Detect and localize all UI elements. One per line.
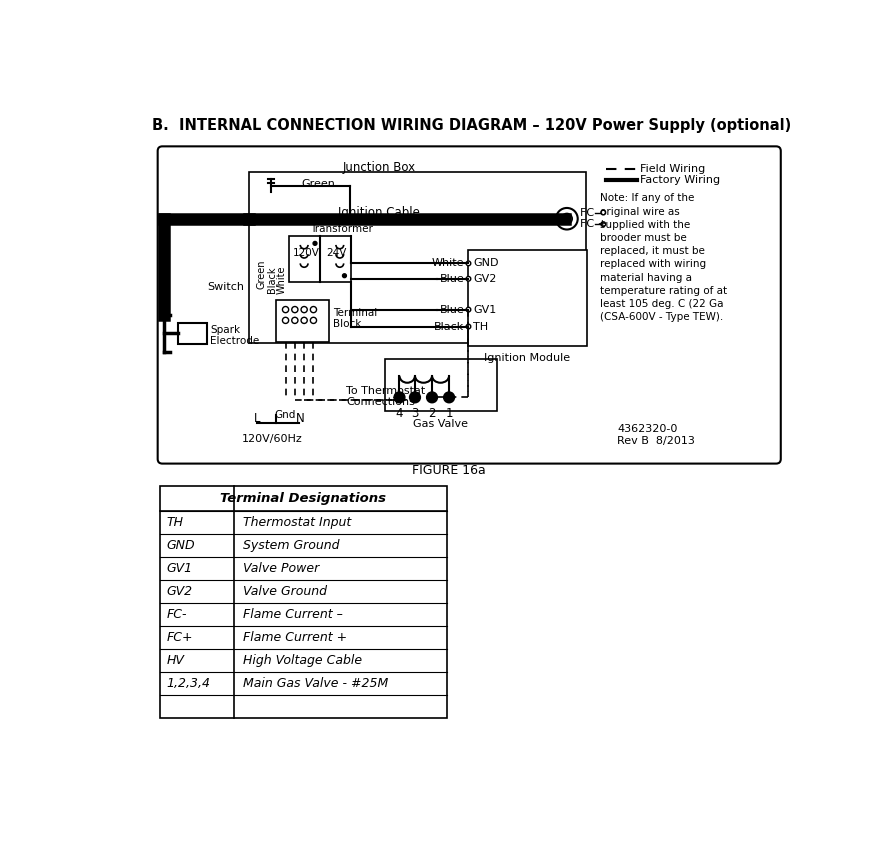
Bar: [468, 250, 587, 346]
Text: 2: 2: [428, 407, 436, 420]
Text: Ignition Module: Ignition Module: [484, 353, 570, 363]
Text: Green: Green: [302, 179, 336, 189]
Text: Blue: Blue: [440, 304, 465, 315]
Text: 24V: 24V: [326, 247, 346, 257]
Text: Blue: Blue: [440, 274, 465, 283]
Text: GV2: GV2: [167, 584, 192, 598]
Text: Thermostat Input: Thermostat Input: [243, 516, 351, 529]
Circle shape: [466, 325, 471, 329]
Text: FIGURE 16a: FIGURE 16a: [412, 464, 486, 478]
Text: Black: Black: [267, 267, 277, 293]
Circle shape: [561, 214, 573, 224]
Text: Field Wiring: Field Wiring: [639, 164, 705, 174]
Text: System Ground: System Ground: [243, 539, 339, 552]
Text: L: L: [253, 411, 260, 425]
Text: High Voltage Cable: High Voltage Cable: [243, 654, 362, 667]
Text: Valve Power: Valve Power: [243, 562, 319, 574]
Text: Flame Current –: Flame Current –: [243, 608, 343, 621]
Circle shape: [466, 261, 471, 266]
Circle shape: [301, 317, 307, 324]
Text: Spark: Spark: [210, 325, 240, 336]
Text: 120V/60Hz: 120V/60Hz: [242, 434, 303, 443]
Circle shape: [313, 241, 317, 246]
Text: Switch: Switch: [208, 283, 245, 293]
Text: 3: 3: [411, 407, 418, 420]
Text: Terminal: Terminal: [333, 309, 377, 319]
Text: FC +: FC +: [580, 220, 607, 229]
Circle shape: [310, 306, 317, 313]
Text: FC -: FC -: [580, 208, 602, 218]
Circle shape: [292, 306, 298, 313]
Text: White: White: [276, 265, 287, 294]
Text: Black: Black: [434, 321, 465, 331]
Bar: [289, 235, 351, 282]
Text: B.  INTERNAL CONNECTION WIRING DIAGRAM – 120V Power Supply (optional): B. INTERNAL CONNECTION WIRING DIAGRAM – …: [153, 118, 792, 133]
Circle shape: [466, 277, 471, 281]
Circle shape: [426, 392, 438, 403]
Text: Valve Ground: Valve Ground: [243, 584, 327, 598]
Text: Junction Box: Junction Box: [343, 161, 416, 174]
Text: Flame Current +: Flame Current +: [243, 631, 347, 644]
Circle shape: [310, 317, 317, 324]
Text: Gnd: Gnd: [274, 410, 296, 420]
Bar: [178, 323, 207, 344]
Circle shape: [556, 208, 578, 230]
Circle shape: [601, 210, 606, 215]
Text: White: White: [432, 258, 465, 268]
Bar: [385, 359, 497, 411]
Text: 4362320-0
Rev B  8/2013: 4362320-0 Rev B 8/2013: [617, 424, 695, 446]
Bar: [160, 486, 446, 718]
Circle shape: [343, 274, 346, 278]
Circle shape: [282, 317, 289, 324]
Circle shape: [601, 222, 606, 226]
Text: Transformer: Transformer: [310, 224, 373, 234]
Text: GV1: GV1: [473, 304, 496, 315]
Text: FC+: FC+: [167, 631, 193, 644]
Text: Factory Wiring: Factory Wiring: [639, 175, 720, 185]
Text: GND: GND: [167, 539, 195, 552]
Text: GND: GND: [473, 258, 499, 268]
Circle shape: [466, 307, 471, 312]
Text: 120V: 120V: [293, 247, 320, 257]
Text: HV: HV: [167, 654, 184, 667]
Text: Main Gas Valve - #25M: Main Gas Valve - #25M: [243, 677, 389, 690]
Text: Terminal Designations: Terminal Designations: [220, 492, 387, 505]
Text: Note: If any of the
original wire as
supplied with the
brooder must be
replaced,: Note: If any of the original wire as sup…: [600, 193, 727, 322]
Circle shape: [282, 306, 289, 313]
Text: Block: Block: [333, 320, 361, 329]
Bar: [249, 172, 586, 342]
Text: Electrode: Electrode: [210, 336, 260, 346]
Text: Ignition Cable: Ignition Cable: [339, 206, 420, 220]
Text: GV2: GV2: [473, 274, 496, 283]
Circle shape: [410, 392, 420, 403]
Text: Gas Valve: Gas Valve: [413, 419, 468, 429]
FancyBboxPatch shape: [158, 146, 781, 463]
Text: 4: 4: [396, 407, 403, 420]
Circle shape: [292, 317, 298, 324]
Text: 1: 1: [446, 407, 453, 420]
Text: TH: TH: [167, 516, 183, 529]
Text: Green: Green: [257, 259, 267, 289]
Text: TH: TH: [473, 321, 488, 331]
Text: 1,2,3,4: 1,2,3,4: [167, 677, 210, 690]
Text: To Thermostat
Connections: To Thermostat Connections: [346, 386, 425, 407]
Circle shape: [394, 392, 405, 403]
Text: FC-: FC-: [167, 608, 187, 621]
Bar: [276, 299, 329, 342]
Circle shape: [301, 306, 307, 313]
Text: N: N: [296, 411, 304, 425]
Circle shape: [444, 392, 454, 403]
Text: GV1: GV1: [167, 562, 192, 574]
